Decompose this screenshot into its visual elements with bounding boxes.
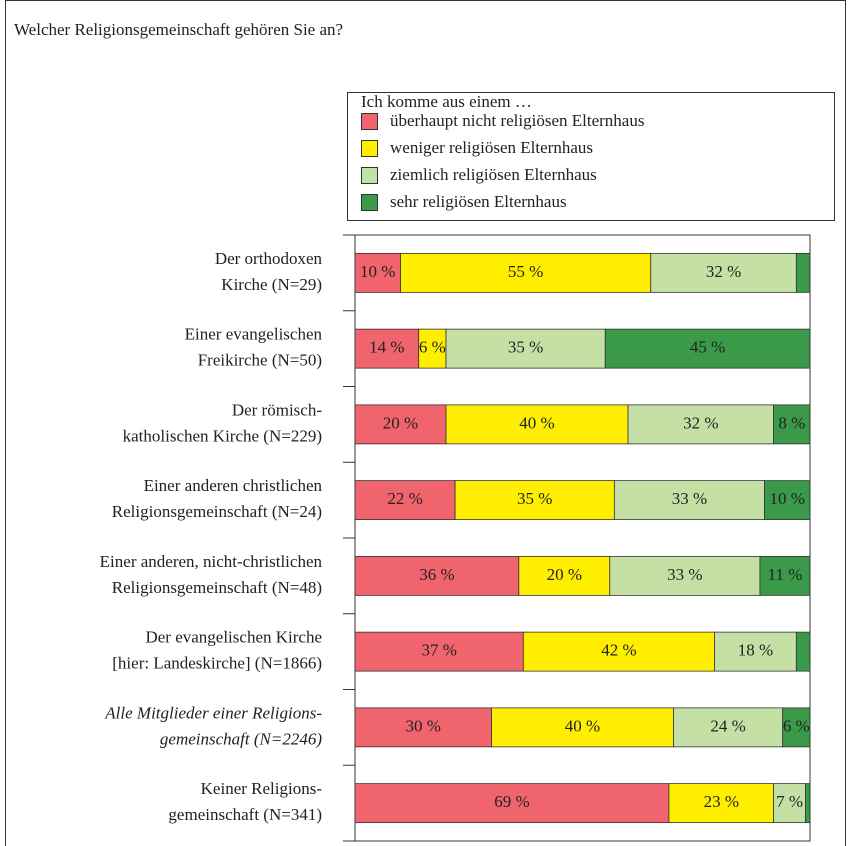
bar-segment	[354, 480, 456, 521]
value-label: 10 %	[770, 489, 805, 508]
y-tick-label: Einer anderen, nicht-christlichen	[100, 552, 323, 571]
value-label: 69 %	[494, 792, 529, 811]
bar-segment	[445, 328, 606, 369]
bar-segment	[764, 480, 811, 521]
value-label: 30 %	[406, 716, 441, 735]
bar-segment	[650, 252, 797, 293]
value-label: 33 %	[667, 565, 702, 584]
value-label: 55 %	[508, 262, 543, 281]
y-tick-label: Der evangelischen Kirche	[145, 628, 322, 647]
bar-segment	[354, 631, 524, 672]
chart-title: Welcher Religionsgemeinschaft gehören Si…	[14, 20, 343, 39]
bar-segment	[805, 783, 811, 824]
bar-segment	[773, 783, 806, 824]
value-label: 23 %	[704, 792, 739, 811]
legend-box	[347, 92, 835, 221]
bar-segment	[714, 631, 797, 672]
bar-segment	[673, 707, 784, 748]
y-tick-label: Der orthodoxen	[215, 249, 323, 268]
value-label: 7 %	[776, 792, 803, 811]
value-label: 14 %	[369, 338, 404, 357]
value-label: 6 %	[783, 716, 810, 735]
y-tick-label: Religionsgemeinschaft (N=24)	[112, 502, 322, 521]
legend-swatch	[361, 140, 378, 157]
bar-segment	[454, 480, 615, 521]
y-tick-label: Kirche (N=29)	[221, 275, 322, 294]
value-label: 45 %	[690, 338, 725, 357]
y-tick-label: Freikirche (N=50)	[198, 351, 322, 370]
bar-segment	[609, 555, 761, 596]
bar-segment	[795, 252, 811, 293]
y-tick-label: Einer evangelischen	[185, 325, 323, 344]
value-label: 22 %	[387, 489, 422, 508]
legend-label: ziemlich religiösen Elternhaus	[390, 165, 597, 184]
legend-label: sehr religiösen Elternhaus	[390, 192, 567, 211]
bar-segment	[354, 555, 520, 596]
bar-segment	[795, 631, 811, 672]
legend-label: überhaupt nicht religiösen Elternhaus	[390, 111, 644, 130]
bar-segment	[782, 707, 811, 748]
value-label: 20 %	[383, 413, 418, 432]
value-label: 42 %	[601, 641, 636, 660]
value-label: 20 %	[547, 565, 582, 584]
bar-segment	[445, 404, 629, 445]
value-label: 6 %	[419, 338, 446, 357]
legend-swatch	[361, 194, 378, 211]
value-label: 35 %	[508, 338, 543, 357]
y-tick-label: Der römisch-	[232, 400, 323, 419]
value-label: 40 %	[565, 716, 600, 735]
value-label: 33 %	[672, 489, 707, 508]
plot-frame	[354, 234, 811, 842]
bar-segment	[604, 328, 811, 369]
value-label: 40 %	[519, 413, 554, 432]
y-tick-label: Keiner Religions-	[201, 779, 323, 798]
bar-segment	[613, 480, 765, 521]
y-tick-label: gemeinschaft (N=341)	[168, 805, 322, 824]
legend-swatch	[361, 167, 378, 184]
y-tick-label: Religionsgemeinschaft (N=48)	[112, 578, 322, 597]
legend-title: Ich komme aus einem …	[361, 92, 532, 111]
bar-segment	[773, 404, 811, 445]
bar-segment	[354, 783, 670, 824]
legend-swatch	[361, 113, 378, 130]
bar-segment	[354, 328, 420, 369]
bar-segment	[354, 252, 401, 293]
value-label: 35 %	[517, 489, 552, 508]
y-tick-label: gemeinschaft (N=2246)	[160, 729, 322, 748]
bar-segment	[418, 328, 447, 369]
value-label: 37 %	[421, 641, 456, 660]
bar-segment	[400, 252, 652, 293]
y-tick-label: Alle Mitglieder einer Religions-	[104, 703, 322, 722]
value-label: 18 %	[738, 641, 773, 660]
value-label: 36 %	[419, 565, 454, 584]
value-label: 32 %	[683, 413, 718, 432]
frame	[5, 0, 846, 846]
y-tick-label: Einer anderen christlichen	[144, 476, 323, 495]
bar-segment	[759, 555, 811, 596]
bar-segment	[491, 707, 674, 748]
bar-segment	[627, 404, 775, 445]
value-label: 8 %	[778, 413, 805, 432]
bar-segment	[518, 555, 611, 596]
value-label: 24 %	[710, 716, 745, 735]
bar-segment	[354, 404, 447, 445]
value-label: 10 %	[360, 262, 395, 281]
value-label: 11 %	[768, 565, 803, 584]
value-label: 32 %	[706, 262, 741, 281]
bar-segment	[354, 707, 492, 748]
legend-label: weniger religiösen Elternhaus	[390, 138, 593, 157]
y-tick-label: [hier: Landeskirche] (N=1866)	[112, 654, 322, 673]
bar-segment	[668, 783, 775, 824]
y-tick-label: katholischen Kirche (N=229)	[123, 426, 322, 445]
